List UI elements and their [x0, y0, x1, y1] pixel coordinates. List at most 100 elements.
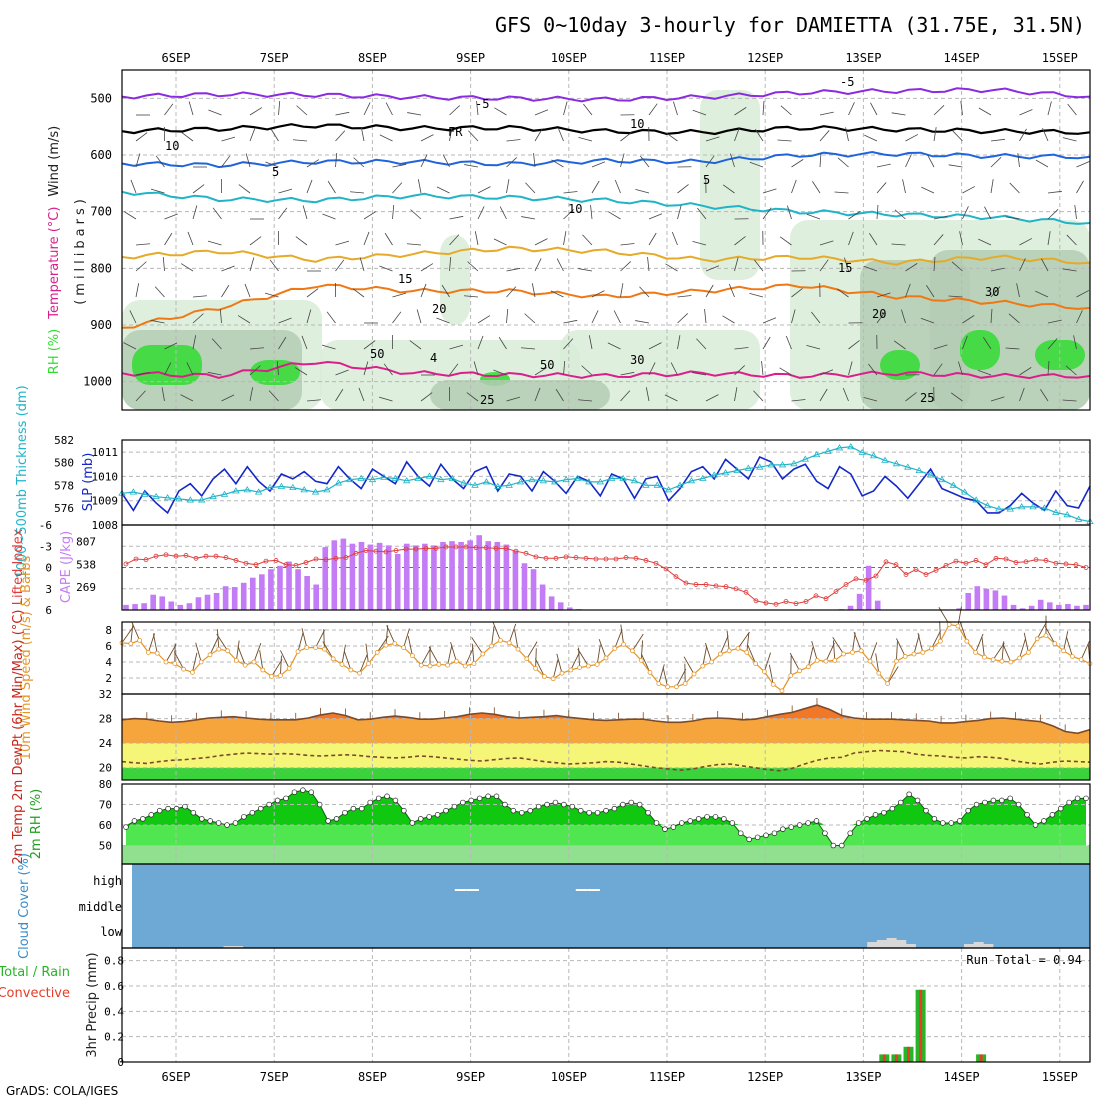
wind-barb: [533, 153, 536, 168]
wind-barb: [1073, 335, 1077, 350]
wind-barb: [640, 155, 650, 168]
slp-tick-label: 1009: [92, 495, 119, 508]
wind10-point: [973, 650, 978, 655]
wind-barb: [905, 154, 912, 168]
thickness-point: [323, 486, 331, 493]
rh-point: [695, 816, 702, 822]
lifted-index-point: [193, 555, 199, 561]
lifted-index-point: [293, 562, 299, 568]
wind-barb: [665, 263, 678, 272]
wind-barb: [353, 157, 365, 168]
slp-ylabel: SLP (mb): [81, 453, 96, 512]
wind10-barb: [702, 646, 708, 667]
wind-barb: [734, 257, 739, 272]
top-date-label: 12SEP: [747, 51, 783, 65]
panel-frames: [121, 69, 1091, 1063]
wind10-point: [841, 651, 846, 657]
cape-bar: [349, 543, 356, 610]
contour-label: 4: [430, 351, 437, 365]
wind-barb: [363, 340, 376, 350]
wind10-barb: [939, 621, 941, 642]
wind-barb: [876, 163, 891, 168]
cape-bar: [467, 540, 473, 610]
cape-bar: [530, 569, 537, 610]
panel-frame: [121, 947, 1091, 1063]
wind-barb: [506, 267, 521, 272]
rh-point: [173, 805, 180, 812]
wind10-barb: [195, 642, 202, 663]
rh-point: [123, 824, 129, 830]
wind10-barb: [216, 633, 228, 652]
wind-barb: [378, 396, 393, 402]
wind10-point: [145, 650, 151, 655]
wind10-point: [357, 670, 363, 676]
wind10-point: [603, 655, 609, 661]
wind-barb: [926, 285, 935, 298]
wind-barb: [863, 396, 878, 402]
wind-barb: [385, 102, 393, 116]
wind-barb: [620, 390, 631, 402]
wind-barb: [620, 261, 632, 272]
wind-barb: [1041, 258, 1049, 272]
wind10-point: [524, 656, 530, 662]
cape-bar: [503, 544, 510, 610]
rh-point: [257, 805, 264, 812]
wind-barb: [268, 390, 279, 402]
wind-barb: [959, 231, 963, 246]
wind10-point: [955, 623, 961, 629]
humidity-shading: [560, 330, 760, 410]
wind-barb: [449, 234, 460, 246]
wind-barb: [499, 206, 507, 220]
wind-barb: [893, 340, 906, 350]
wind-barb: [534, 238, 548, 246]
lifted-index-point: [623, 555, 629, 560]
cape-bar: [874, 600, 881, 610]
wind-barb: [753, 390, 764, 402]
rh-point: [931, 816, 938, 822]
wind-barb: [335, 259, 345, 272]
cape-bar: [186, 603, 193, 610]
wind10-barb: [235, 640, 240, 661]
top-date-label: 9SEP: [456, 51, 485, 65]
cloud-high-bar: [454, 889, 467, 891]
wind10-barb: [121, 626, 134, 644]
rh-point: [1041, 818, 1047, 824]
thickness-point: [346, 475, 354, 483]
rh-point: [670, 824, 677, 830]
wind-barb: [379, 265, 393, 272]
wind10-barb: [598, 639, 607, 659]
lifted-index-point: [863, 577, 869, 583]
precip-tick-label: 0.4: [104, 1005, 124, 1018]
lifted-index-point: [923, 572, 929, 577]
rh-point: [754, 834, 761, 841]
lifted-index-point: [903, 572, 909, 577]
cape-bar: [847, 605, 854, 610]
wind-barb: [876, 182, 887, 194]
cloud-category-label: low: [100, 925, 122, 939]
wind-barb: [620, 371, 635, 376]
wind-barb: [920, 317, 935, 324]
t2m-band-24: [122, 743, 1090, 768]
wind-barb: [326, 311, 336, 324]
thickness-ylabel: 1000~500mb Thickness (dm): [15, 385, 30, 578]
wind-barb: [951, 261, 963, 272]
rh-point: [493, 793, 500, 800]
wind10-point: [779, 688, 785, 694]
thickness-point: [881, 456, 889, 463]
wind-barb: [848, 361, 853, 376]
wind10-barb: [279, 655, 282, 676]
rh-high-area: [126, 790, 1086, 825]
wind-barb: [249, 365, 261, 376]
cape-bar: [1074, 605, 1080, 610]
rh-point: [476, 795, 483, 802]
cape-bar: [358, 542, 365, 610]
cape-bar: [1028, 605, 1035, 610]
wind-barb: [806, 213, 821, 220]
pressure-tick-label: 1000: [83, 375, 112, 389]
wind10-barb: [620, 624, 625, 645]
thickness-point: [175, 495, 183, 502]
rh-point: [839, 842, 845, 849]
lifted-index-point: [1013, 560, 1019, 565]
wind10-point: [181, 666, 187, 672]
wind10-point: [1008, 659, 1014, 665]
